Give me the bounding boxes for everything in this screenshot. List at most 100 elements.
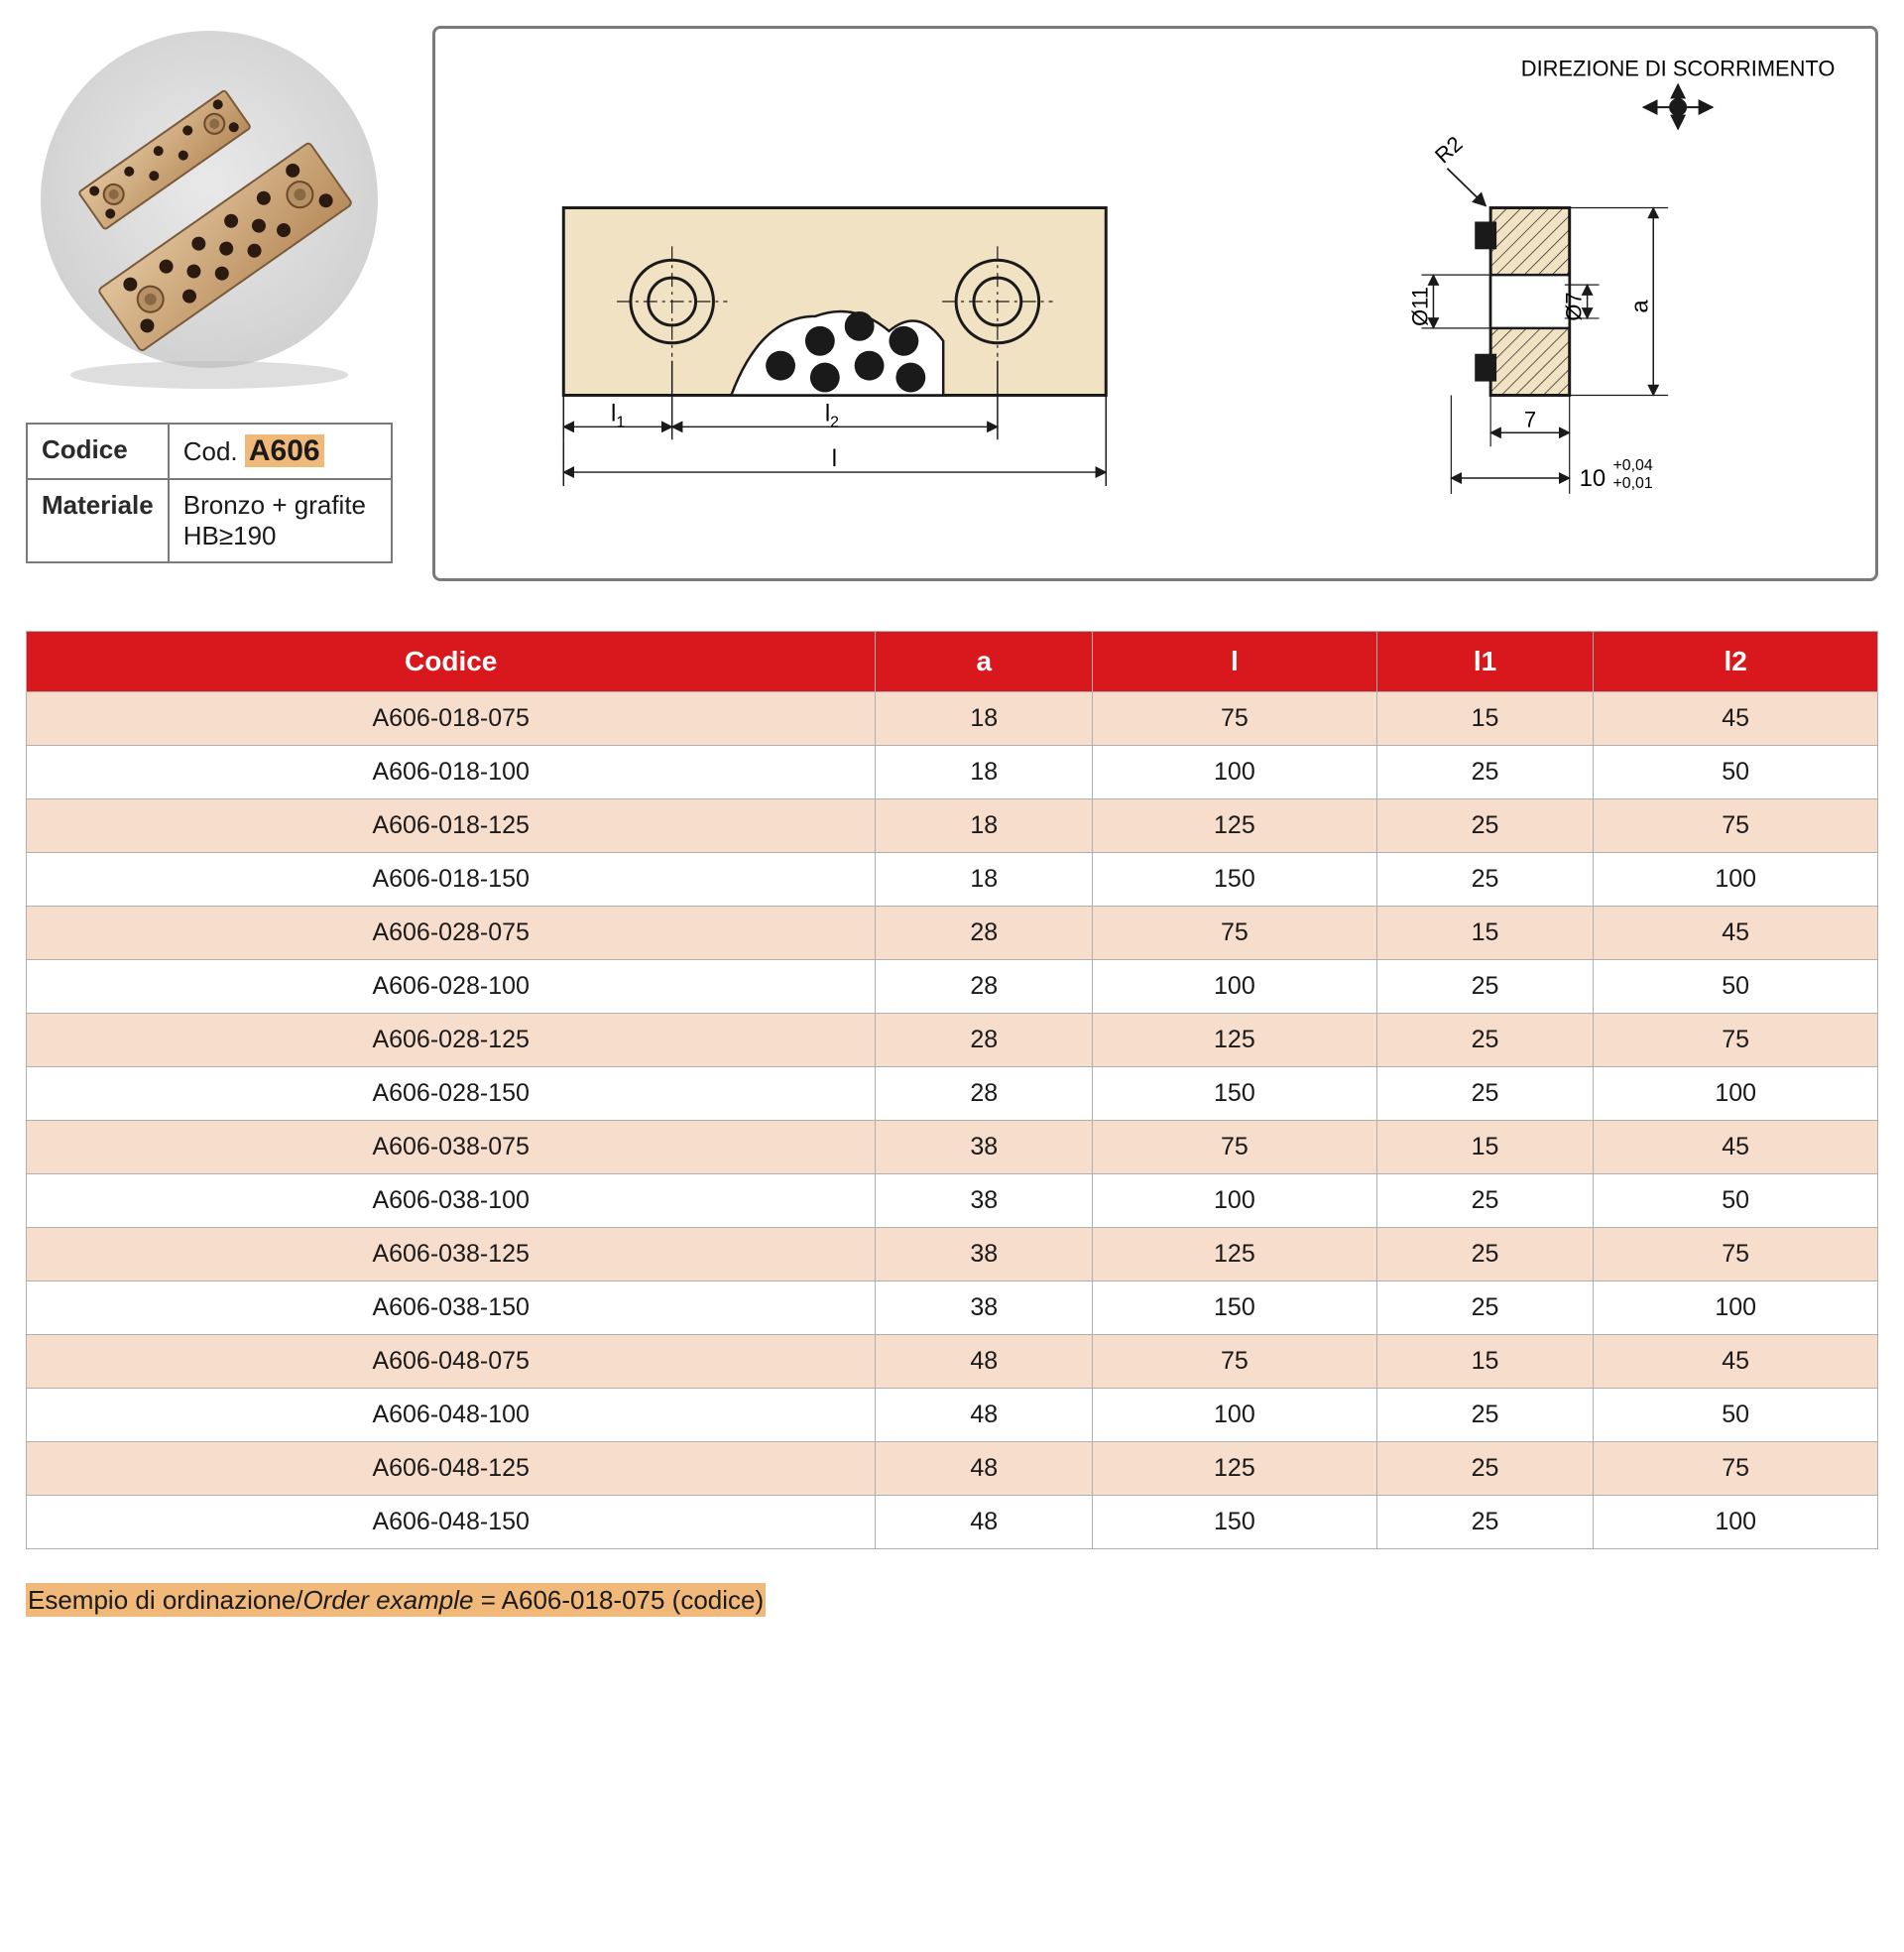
svg-text:R2: R2 bbox=[1430, 131, 1468, 168]
table-cell: 75 bbox=[1594, 1014, 1878, 1067]
svg-text:Ø11: Ø11 bbox=[1407, 287, 1432, 326]
table-cell: 25 bbox=[1376, 1174, 1594, 1228]
table-cell: A606-028-125 bbox=[27, 1014, 876, 1067]
table-cell: 48 bbox=[876, 1389, 1093, 1442]
table-cell: 45 bbox=[1594, 907, 1878, 960]
table-row: A606-048-1504815025100 bbox=[27, 1496, 1878, 1549]
svg-text:10: 10 bbox=[1580, 465, 1606, 492]
table-cell: 25 bbox=[1376, 1014, 1594, 1067]
svg-text:l2: l2 bbox=[825, 400, 839, 430]
table-cell: 15 bbox=[1376, 1121, 1594, 1174]
table-cell: 15 bbox=[1376, 907, 1594, 960]
table-cell: 75 bbox=[1594, 1442, 1878, 1496]
table-row: A606-028-1502815025100 bbox=[27, 1067, 1878, 1121]
table-cell: 18 bbox=[876, 746, 1093, 799]
table-row: A606-018-125181252575 bbox=[27, 799, 1878, 853]
table-cell: A606-018-150 bbox=[27, 853, 876, 907]
table-cell: 150 bbox=[1093, 1496, 1377, 1549]
table-cell: 18 bbox=[876, 692, 1093, 746]
table-cell: 100 bbox=[1093, 746, 1377, 799]
table-cell: 18 bbox=[876, 799, 1093, 853]
table-cell: A606-018-075 bbox=[27, 692, 876, 746]
table-cell: 125 bbox=[1093, 1442, 1377, 1496]
table-cell: 28 bbox=[876, 1014, 1093, 1067]
svg-text:l1: l1 bbox=[611, 400, 625, 430]
table-cell: 50 bbox=[1594, 1174, 1878, 1228]
table-header: a bbox=[876, 632, 1093, 692]
svg-text:+0,04: +0,04 bbox=[1612, 457, 1652, 474]
table-cell: 75 bbox=[1093, 1335, 1377, 1389]
dimensions-table: Codiceall1l2 A606-018-07518751545A606-01… bbox=[26, 631, 1878, 1549]
table-cell: 25 bbox=[1376, 1281, 1594, 1335]
table-row: A606-028-100281002550 bbox=[27, 960, 1878, 1014]
product-photo bbox=[26, 26, 393, 393]
table-cell: 100 bbox=[1594, 1281, 1878, 1335]
table-cell: 150 bbox=[1093, 1281, 1377, 1335]
table-cell: 100 bbox=[1093, 1174, 1377, 1228]
table-cell: 25 bbox=[1376, 853, 1594, 907]
table-cell: A606-028-100 bbox=[27, 960, 876, 1014]
table-cell: 15 bbox=[1376, 1335, 1594, 1389]
order-example-rest: = A606-018-075 (codice) bbox=[473, 1585, 764, 1615]
code-label: Codice bbox=[27, 424, 169, 479]
table-header: Codice bbox=[27, 632, 876, 692]
material-line1: Bronzo + grafite bbox=[183, 490, 366, 520]
table-cell: 38 bbox=[876, 1281, 1093, 1335]
table-cell: 38 bbox=[876, 1121, 1093, 1174]
table-cell: 125 bbox=[1093, 1228, 1377, 1281]
table-cell: 45 bbox=[1594, 1121, 1878, 1174]
table-row: A606-038-07538751545 bbox=[27, 1121, 1878, 1174]
table-cell: A606-028-075 bbox=[27, 907, 876, 960]
table-cell: 150 bbox=[1093, 1067, 1377, 1121]
material-line2: HB≥190 bbox=[183, 521, 277, 550]
table-cell: 25 bbox=[1376, 1228, 1594, 1281]
table-cell: 45 bbox=[1594, 1335, 1878, 1389]
table-cell: 18 bbox=[876, 853, 1093, 907]
table-row: A606-038-1503815025100 bbox=[27, 1281, 1878, 1335]
direction-label: DIREZIONE DI SCORRIMENTO bbox=[1521, 56, 1836, 80]
table-cell: 48 bbox=[876, 1335, 1093, 1389]
table-cell: A606-048-125 bbox=[27, 1442, 876, 1496]
table-row: A606-048-100481002550 bbox=[27, 1389, 1878, 1442]
table-cell: 25 bbox=[1376, 1496, 1594, 1549]
order-example-italic: Order example bbox=[303, 1585, 474, 1615]
table-cell: A606-038-075 bbox=[27, 1121, 876, 1174]
svg-text:Ø7: Ø7 bbox=[1562, 292, 1587, 320]
table-cell: 25 bbox=[1376, 1067, 1594, 1121]
code-cell: Cod. A606 bbox=[169, 424, 392, 479]
table-row: A606-038-100381002550 bbox=[27, 1174, 1878, 1228]
code-value: A606 bbox=[245, 434, 324, 467]
table-header: l1 bbox=[1376, 632, 1594, 692]
table-cell: 25 bbox=[1376, 799, 1594, 853]
svg-text:7: 7 bbox=[1524, 407, 1536, 431]
order-example: Esempio di ordinazione/Order example = A… bbox=[26, 1585, 1878, 1616]
material-cell: Bronzo + grafite HB≥190 bbox=[169, 479, 392, 562]
svg-text:+0,01: +0,01 bbox=[1612, 475, 1652, 492]
table-cell: 75 bbox=[1093, 692, 1377, 746]
info-table: Codice Cod. A606 Materiale Bronzo + graf… bbox=[26, 423, 393, 563]
order-example-plain: Esempio di ordinazione/ bbox=[28, 1585, 303, 1615]
code-prefix: Cod. bbox=[183, 436, 245, 466]
table-cell: 50 bbox=[1594, 960, 1878, 1014]
material-label: Materiale bbox=[27, 479, 169, 562]
table-cell: 50 bbox=[1594, 1389, 1878, 1442]
table-cell: 125 bbox=[1093, 799, 1377, 853]
table-cell: 100 bbox=[1093, 960, 1377, 1014]
svg-text:a: a bbox=[1626, 300, 1653, 313]
table-header: l2 bbox=[1594, 632, 1878, 692]
table-cell: A606-038-100 bbox=[27, 1174, 876, 1228]
table-cell: 25 bbox=[1376, 960, 1594, 1014]
table-cell: 25 bbox=[1376, 1442, 1594, 1496]
table-cell: 75 bbox=[1093, 1121, 1377, 1174]
table-cell: 25 bbox=[1376, 1389, 1594, 1442]
table-cell: A606-048-075 bbox=[27, 1335, 876, 1389]
table-row: A606-018-07518751545 bbox=[27, 692, 1878, 746]
table-cell: 15 bbox=[1376, 692, 1594, 746]
table-cell: 50 bbox=[1594, 746, 1878, 799]
table-cell: A606-018-100 bbox=[27, 746, 876, 799]
table-row: A606-028-07528751545 bbox=[27, 907, 1878, 960]
technical-drawing: DIREZIONE DI SCORRIMENTO bbox=[432, 26, 1878, 581]
table-cell: A606-048-150 bbox=[27, 1496, 876, 1549]
table-row: A606-018-100181002550 bbox=[27, 746, 1878, 799]
table-cell: 100 bbox=[1594, 1496, 1878, 1549]
